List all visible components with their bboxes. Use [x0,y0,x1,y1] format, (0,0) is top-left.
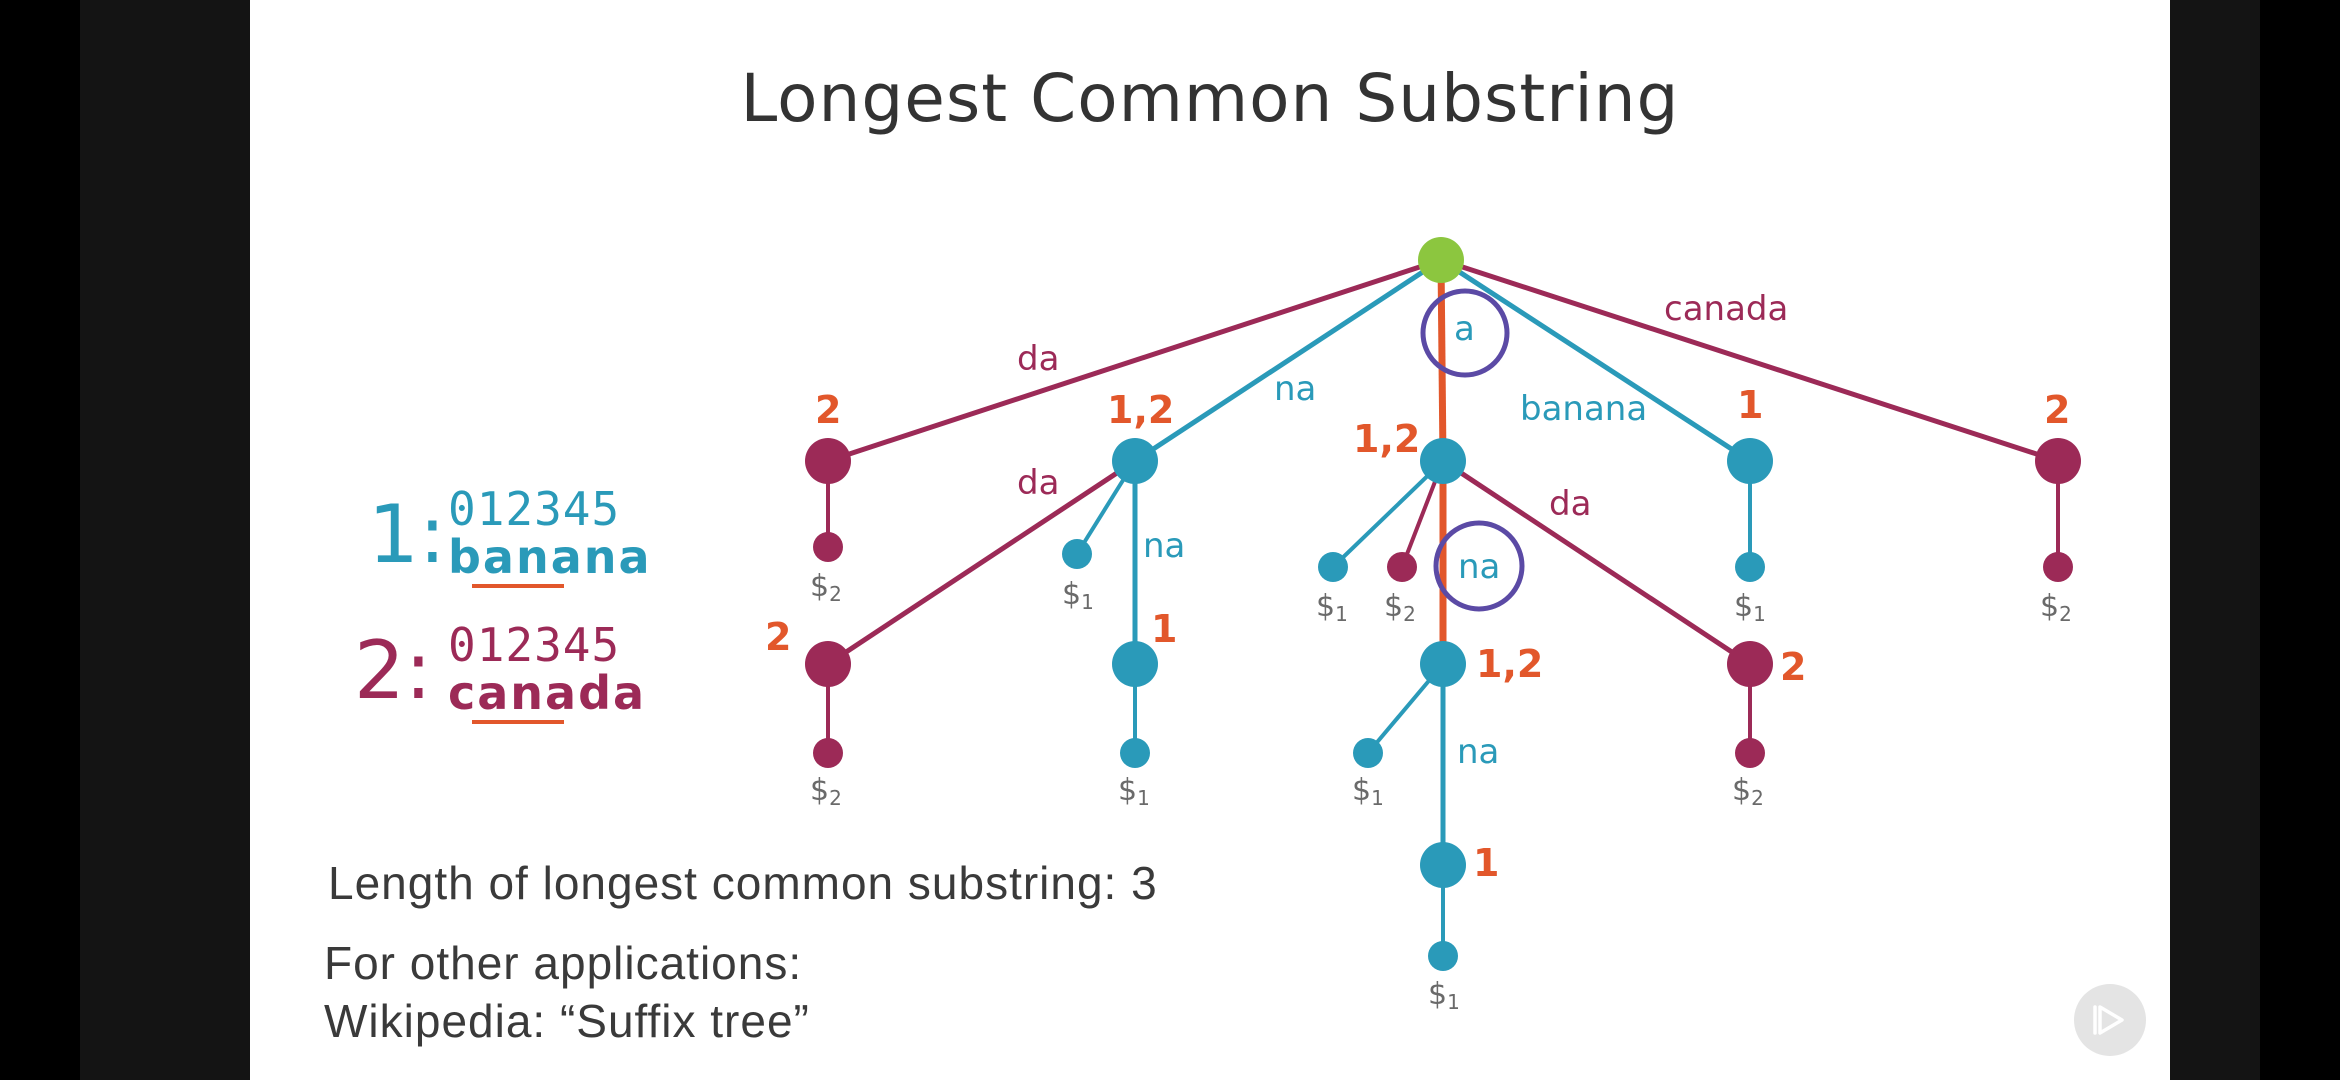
node-canada [2035,438,2081,484]
suffix-tree-diagram: da na a banana canada da na da na na [765,237,2081,1014]
edge-root-na [1133,257,1443,464]
edge-root-canada [1440,257,2059,464]
term-label-a1: $1 [1316,589,1348,626]
set-label-a: 1,2 [1353,417,1420,461]
set-label-banana: 1 [1737,383,1763,427]
terminator-node-a1 [1318,552,1348,582]
terminator-node-ada [1735,738,1765,768]
edge-label-ana-na: na [1457,732,1499,772]
edge-label-a-na: na [1458,547,1500,587]
terminator-labels: $2 $1 $1 $2 $1 $2 $2 $1 $1 $2 $1 [810,569,2072,1014]
term-label-anana: $1 [1428,977,1460,1014]
edge-label-root-na: na [1274,369,1316,409]
node-banana [1727,438,1773,484]
play-next-button[interactable] [2074,984,2146,1056]
edge-label-na-na: na [1143,526,1185,566]
node-anana [1420,842,1466,888]
set-label-na: 1,2 [1107,388,1174,432]
string-1-indices: 012345 [448,482,621,536]
node-da [805,438,851,484]
terminator-node-anana [1428,941,1458,971]
slide-title: Longest Common Substring [740,60,1680,137]
edge-a-term1 [1331,459,1445,569]
set-label-da: 2 [815,388,841,432]
set-labels: 2 1,2 1,2 1 2 2 1 1,2 2 1 [765,383,2070,885]
string-2-substring-underline [472,720,564,724]
left-letterbox [0,0,80,1080]
edge-label-root-a: a [1454,309,1475,349]
term-label-nana: $1 [1118,773,1150,810]
other-applications-line: For other applications: [324,937,803,989]
string-2-number: 2: [354,624,432,717]
edge-labels: da na a banana canada da na da na na [1017,289,1788,772]
edge-label-root-da: da [1017,339,1059,379]
edge-a-ada [1441,458,1752,667]
set-label-canada: 2 [2044,388,2070,432]
terminator-node-canada [2043,552,2073,582]
slide: Longest Common Substring 1: 012345 banan… [250,0,2170,1080]
set-label-ada: 2 [1780,645,1806,689]
string-1-number: 1: [368,488,446,581]
set-label-anana: 1 [1473,841,1499,885]
node-ana [1420,641,1466,687]
play-icon [2093,1005,2124,1035]
terminator-node-a2 [1387,552,1417,582]
terminator-node-nada [813,738,843,768]
node-nada [805,641,851,687]
edge-label-a-da: da [1549,484,1591,524]
term-label-a2: $2 [1384,589,1416,626]
string-1-word: banana [448,530,652,584]
edge-root-banana [1439,257,1752,464]
term-label-banana: $1 [1734,589,1766,626]
set-label-nana: 1 [1151,607,1177,651]
wikipedia-reference: Wikipedia: “Suffix tree” [324,995,810,1047]
terminator-node-banana [1735,552,1765,582]
edge-label-root-canada: canada [1664,289,1788,329]
edge-label-root-banana: banana [1520,389,1647,429]
term-label-da: $2 [810,569,842,606]
string-2-indices: 012345 [448,618,621,672]
edge-label-na-da: da [1017,463,1059,503]
highlight-circle-a [1420,288,1510,378]
highlight-circle-na [1433,520,1525,612]
root-node [1418,237,1464,283]
edge-root-a [1437,259,1447,462]
term-label-na: $1 [1062,577,1094,614]
term-label-ana: $1 [1352,773,1384,810]
terminator-node-nana [1120,738,1150,768]
node-nana [1112,641,1158,687]
node-na [1112,438,1158,484]
terminator-node-na [1062,539,1092,569]
result-text: Length of longest common substring: 3 [328,857,1158,909]
right-letterbox [2260,0,2340,1080]
term-label-canada: $2 [2040,589,2072,626]
edge-root-da [827,257,1442,464]
term-label-nada: $2 [810,773,842,810]
term-label-ada: $2 [1732,773,1764,810]
terminator-node-ana [1353,738,1383,768]
string-1-substring-underline [472,584,564,588]
edge-na-nada [826,458,1137,667]
terminator-node-da [813,532,843,562]
string-2-word: canada [448,666,647,720]
tree-nodes [805,438,2081,971]
set-label-ana: 1,2 [1476,642,1543,686]
node-ada [1727,641,1773,687]
set-label-nada: 2 [765,615,791,659]
node-a [1420,438,1466,484]
